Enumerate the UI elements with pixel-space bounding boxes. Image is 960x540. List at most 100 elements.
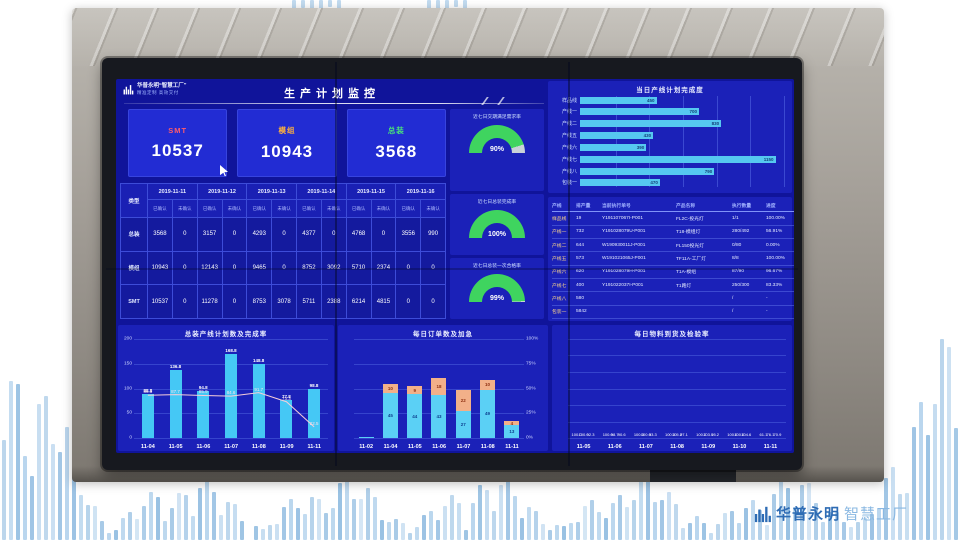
y-tick-label: 0 (129, 435, 132, 441)
deco-bar (646, 479, 650, 540)
plan-table-date-header: 2019-11-13 (247, 184, 296, 199)
deco-bar (454, 0, 458, 7)
deco-bar (331, 508, 335, 540)
plan-table-value-cell: 0 (396, 285, 421, 318)
gridline (784, 96, 785, 187)
deco-bar (317, 499, 321, 540)
kpi-label: 模组 (278, 125, 296, 135)
deco-bar (2, 440, 6, 540)
deco-bar (170, 508, 174, 540)
deco-bar (303, 514, 307, 540)
hbar-category-label: 产线五 (561, 133, 577, 140)
deco-bar (681, 528, 685, 540)
deco-bar (807, 483, 811, 540)
deco-bar (583, 506, 587, 540)
deco-bar (443, 506, 447, 540)
detail-table-cell: / (732, 306, 766, 319)
deco-bar (590, 500, 594, 540)
hbar-value-label: 1150 (763, 156, 774, 162)
deco-bar (457, 503, 461, 540)
detail-table-cell: Y191028079U-P001 (602, 226, 676, 239)
x-tick-label: 11-09 (701, 444, 716, 450)
deco-bar (289, 499, 293, 540)
bar-slot: 10 45 (382, 339, 398, 438)
bar-value-label: 61.1 (759, 432, 768, 437)
bar-value-label: 100.0 (727, 432, 738, 437)
detail-table-cell: 580 (576, 292, 602, 306)
deco-bar (121, 518, 125, 540)
deco-bar (653, 502, 657, 540)
deco-bar (618, 495, 622, 540)
deco-bar (555, 525, 559, 540)
hbar-row: 产线二 830 (552, 119, 784, 129)
deco-bar (282, 507, 286, 540)
detail-table-cell: 83.33% (766, 279, 794, 293)
deco-bar (569, 523, 573, 540)
hbar-value-label: 470 (650, 180, 658, 186)
stacked-bar: 18 43 (431, 339, 447, 438)
deco-bar (149, 492, 153, 540)
deco-bar (23, 456, 27, 540)
deco-bar (632, 500, 636, 540)
kpi-card: 总装 3568 (346, 109, 446, 177)
kpi-value: 10537 (151, 140, 204, 160)
kpi-value: 10943 (260, 141, 314, 161)
deco-bar (408, 533, 412, 540)
detail-table-cell: FL150投光灯 (676, 239, 732, 253)
x-tick-label: 11-05 (576, 444, 591, 450)
deco-bar (576, 522, 580, 540)
y-tick-label: 50 (126, 410, 132, 416)
plan-table-value-cell: 3092 (321, 251, 346, 285)
deco-bar (415, 527, 419, 540)
brand-logo-icon (123, 84, 134, 95)
bar-value-label: 100.0 (734, 432, 745, 437)
line-detail-panel: 产线 排产量 当前执行单号 产品名称 执行数量 进度 样品线 19 Y191107067I-P0… (548, 197, 794, 321)
deco-bar (597, 512, 601, 540)
deco-bar (319, 0, 323, 11)
bar (141, 394, 154, 438)
bar-group: 100.0 100.0 93.3 (634, 339, 657, 438)
deco-bar (639, 478, 643, 540)
hbar-row: 产线七 1150 (552, 154, 784, 164)
plan-table-value-cell: 12143 (197, 251, 222, 285)
deco-bar (359, 499, 363, 540)
deco-bar (37, 404, 41, 540)
plan-table-value-cell: 0 (272, 218, 296, 251)
kpi-label: SMT (168, 125, 188, 135)
deco-bar (44, 396, 48, 540)
bar-group: 100.0 98.7 90.6 (603, 339, 626, 438)
deco-bar (86, 505, 90, 540)
plan-table-value-cell: 0 (321, 218, 346, 251)
hbar-track: 1150 (580, 155, 784, 163)
gridline (615, 96, 617, 187)
x-tick-label: 11-04 (140, 444, 155, 450)
gauge-title: 近七日总装完成率 (477, 200, 517, 206)
detail-table-header: 排产量 (576, 199, 602, 213)
deco-bar (163, 521, 167, 540)
plan-table-date-header: 2019-11-11 (148, 184, 197, 199)
deco-bar (352, 499, 356, 540)
deco-bar (863, 518, 867, 540)
y-tick-label: 100% (526, 336, 539, 342)
detail-table-cell: TF11A-工厂灯 (676, 252, 732, 266)
deco-bar (611, 503, 615, 540)
x-tick-label: 11-11 (505, 444, 519, 450)
bar (197, 391, 210, 438)
deco-bar (758, 510, 762, 540)
deco-bar (835, 512, 839, 540)
bar-value-label: 76.1 (766, 432, 775, 437)
detail-table-cell: T18-模组灯 (676, 226, 732, 239)
kpi-card: 模组 10943 (237, 109, 337, 177)
deco-bar (688, 523, 692, 540)
plan-table-sub-header: 未确认 (272, 200, 296, 217)
y-tick-label: 150 (123, 361, 132, 367)
gauge-value: 90% (489, 146, 504, 153)
bar-value-label: 98.8 (309, 383, 319, 389)
bar-value-label: 93.3 (648, 432, 657, 437)
gauge-value: 99% (489, 295, 504, 303)
deco-bar (471, 503, 475, 540)
deco-bar (135, 519, 139, 540)
gridline (568, 371, 786, 373)
line-detail-table: 产线 排产量 当前执行单号 产品名称 执行数量 进度 样品线 19 Y191107067I-P0… (552, 199, 794, 319)
video-wall-screen: 华普永明“智慧工厂” 精准定制 高效交付 生产计划监控 SMT 10537 模组 10… (102, 58, 802, 470)
